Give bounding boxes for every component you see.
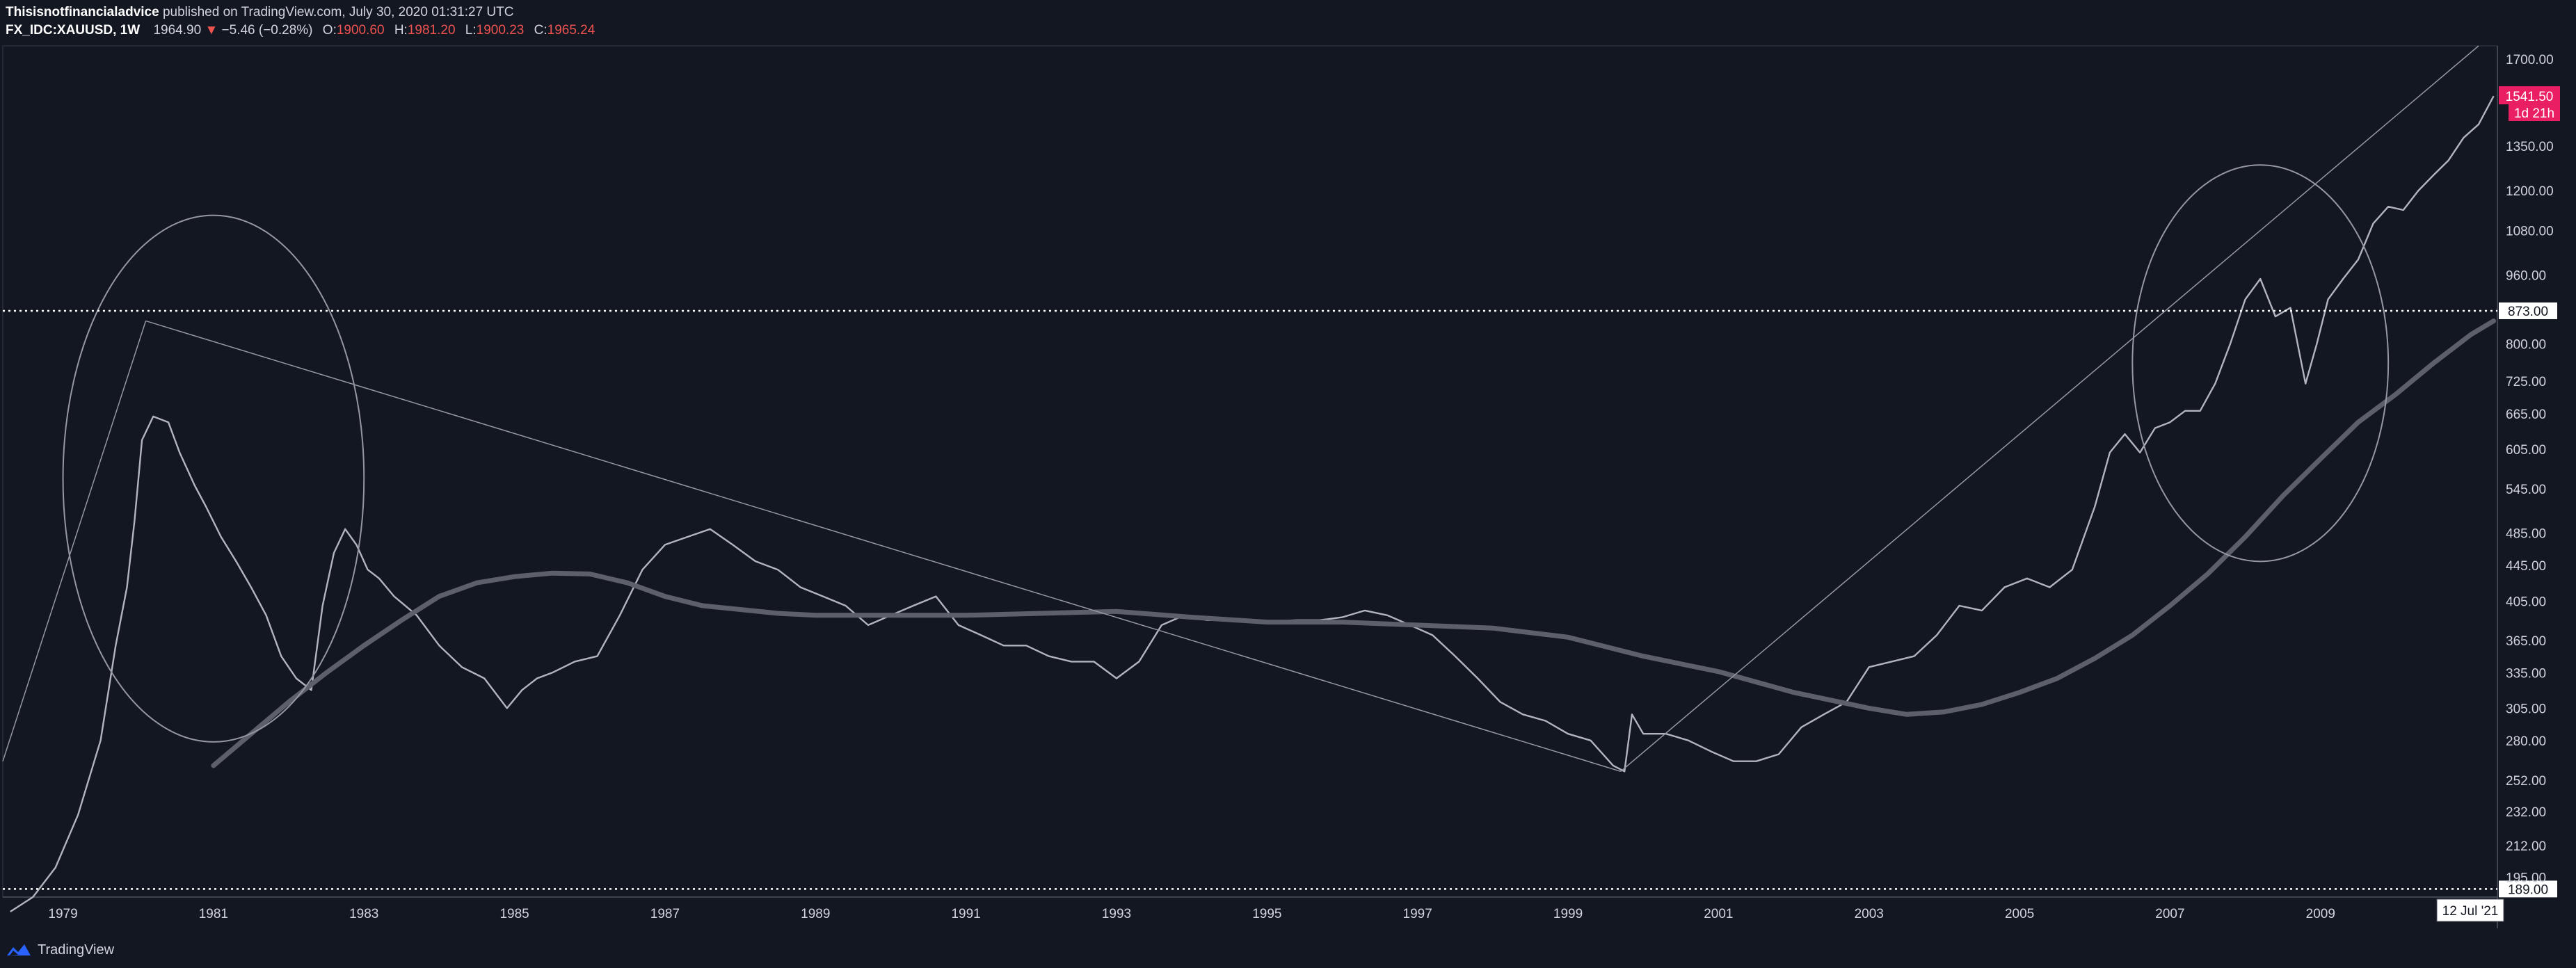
legend-row: FX_IDC:XAUUSD, 1W 1964.90 ▼ −5.46 (−0.28… (6, 22, 595, 40)
close-value: 1965.24 (547, 23, 595, 38)
time-tick-label: 1991 (951, 907, 980, 921)
time-tick-label: 1989 (801, 907, 830, 921)
price-tick-label: 960.00 (2506, 268, 2546, 283)
time-tick-label: 2005 (2005, 907, 2034, 921)
price-tick-label: 485.00 (2506, 526, 2546, 541)
ellipse-drawing-5[interactable] (2131, 164, 2390, 563)
time-tick-label: 1995 (1252, 907, 1281, 921)
price-tick-label: 545.00 (2506, 483, 2546, 497)
high-label: H: (394, 23, 408, 38)
price-tick-label: 252.00 (2506, 774, 2546, 789)
price-tick-label: 405.00 (2506, 595, 2546, 609)
time-tick-label: 2009 (2306, 907, 2335, 921)
brand-footer[interactable]: TradingView (6, 937, 114, 962)
level-label-box (2499, 880, 2557, 898)
publish-info: published on TradingView.com, July 30, 2… (162, 5, 514, 19)
time-tick-label: 1997 (1403, 907, 1432, 921)
open-value: 1900.60 (336, 23, 385, 38)
price-series-line (10, 95, 2495, 913)
price-tick-label: 665.00 (2506, 408, 2546, 422)
price-tick-label: 605.00 (2506, 443, 2546, 458)
down-arrow-icon: ▼ (205, 23, 218, 38)
time-tick-label: 1979 (48, 907, 77, 921)
price-change: −5.46 (−0.28%) (221, 23, 313, 38)
price-tick-label: 445.00 (2506, 559, 2546, 574)
price-tick-label: 1700.00 (2506, 53, 2554, 67)
price-tick-label: 1350.00 (2506, 140, 2554, 154)
plot-frame (2, 45, 2498, 898)
time-tick-label: 1981 (199, 907, 228, 921)
crosshair-date-label: 12 Jul '21 (2442, 904, 2499, 919)
crosshair-date-box (2436, 898, 2504, 922)
level-label: 189.00 (2508, 882, 2548, 897)
time-tick-label: 1999 (1553, 907, 1583, 921)
last-price: 1964.90 (153, 23, 202, 38)
tradingview-logo-icon (7, 944, 31, 955)
price-tick-label: 212.00 (2506, 839, 2546, 854)
time-tick-label: 1983 (349, 907, 378, 921)
price-tick-label: 725.00 (2506, 375, 2546, 389)
price-badge (2499, 86, 2560, 105)
price-tick-label: 335.00 (2506, 666, 2546, 681)
low-label: L: (465, 23, 477, 38)
ellipse-drawing-4[interactable] (62, 214, 365, 743)
time-tick-label: 2007 (2155, 907, 2184, 921)
time-tick-label: 2003 (1855, 907, 1884, 921)
price-tick-label: 195.00 (2506, 871, 2546, 885)
price-tick-label: 280.00 (2506, 734, 2546, 749)
countdown-badge (2509, 104, 2560, 122)
level-label-box (2499, 302, 2557, 319)
trendline-1[interactable] (2, 321, 147, 761)
price-tick-label: 1200.00 (2506, 184, 2554, 199)
countdown-label: 1d 21h (2514, 106, 2554, 121)
time-tick-label: 1987 (650, 907, 680, 921)
brand-label: TradingView (38, 942, 115, 958)
open-label: O: (322, 23, 337, 38)
author-name[interactable]: Thisisnotfinancialadvice (6, 5, 159, 19)
level-label: 873.00 (2508, 305, 2548, 319)
high-value: 1981.20 (407, 23, 456, 38)
symbol-label[interactable]: FX_IDC:XAUUSD, 1W (6, 23, 141, 38)
time-tick-label: 2001 (1704, 907, 1733, 921)
trendline-2[interactable] (145, 320, 1621, 772)
close-label: C: (534, 23, 547, 38)
price-tick-label: 1080.00 (2506, 224, 2554, 239)
chart-attribution: Thisisnotfinancialadvice published on Tr… (6, 3, 513, 22)
time-tick-label: 1985 (499, 907, 529, 921)
trendline-3[interactable] (1620, 45, 2479, 772)
price-tick-label: 800.00 (2506, 337, 2546, 352)
price-tick-label: 365.00 (2506, 634, 2546, 649)
moving-average-line (211, 318, 2497, 768)
low-value: 1900.23 (476, 23, 525, 38)
price-tick-label: 305.00 (2506, 702, 2546, 716)
price-tick-label: 232.00 (2506, 805, 2546, 820)
time-tick-label: 1993 (1102, 907, 1131, 921)
price-badge-label: 1541.50 (2506, 90, 2554, 104)
